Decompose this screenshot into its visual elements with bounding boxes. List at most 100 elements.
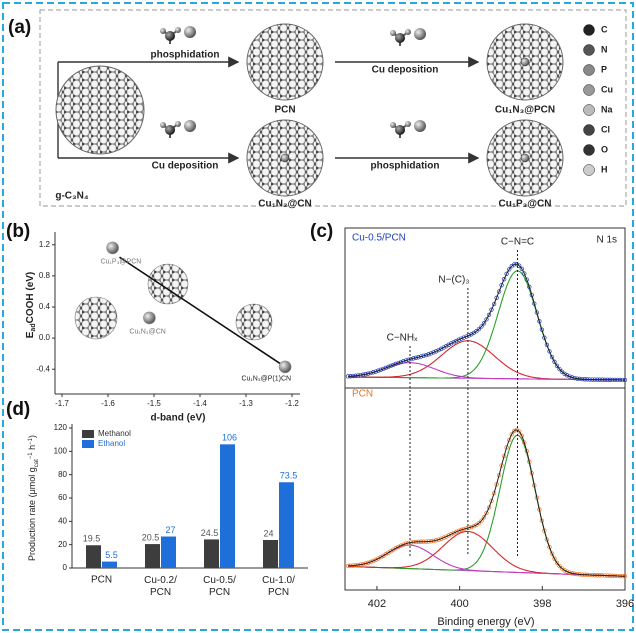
legend-label: O: [601, 144, 608, 154]
envelope: [347, 263, 625, 381]
component-label: C−N=C: [501, 237, 534, 248]
data-point: [469, 524, 474, 530]
structure-label: Cu₁N₃@PCN: [495, 105, 555, 116]
data-point: [378, 367, 383, 372]
data-point: [426, 352, 431, 357]
molecule-atom: [175, 27, 181, 33]
molecule-atom: [405, 29, 411, 35]
data-point: [522, 440, 527, 445]
x-tick-label-line: Cu-0.5/: [203, 575, 236, 586]
data-point: [456, 528, 461, 533]
data-point: [559, 369, 565, 374]
panel-label: (c): [310, 221, 333, 242]
x-tick-label-line: PCN: [268, 587, 289, 598]
data-point: [567, 570, 572, 575]
data-point: [494, 295, 499, 300]
data-point: [451, 530, 456, 536]
data-point: [449, 532, 454, 537]
y-axis-label-part: E: [25, 331, 36, 338]
fit-component: [347, 434, 625, 577]
x-axis-label: d-band (eV): [151, 413, 206, 424]
data-point: [481, 515, 487, 520]
legend-label: N: [601, 44, 608, 54]
arrow-label: Cu deposition: [152, 161, 219, 172]
bar: [145, 544, 160, 568]
envelope: [347, 429, 625, 577]
data-point: [486, 505, 492, 510]
data-point: [476, 520, 482, 526]
data-point: [549, 551, 555, 556]
data-point: [381, 366, 386, 372]
data-point: [441, 535, 446, 540]
y-tick-label: 0.4: [39, 302, 51, 311]
data-point: [454, 338, 459, 344]
bar: [102, 561, 117, 568]
data-point: [396, 360, 401, 366]
component-label: N−(C)₃: [438, 275, 469, 286]
legend-label: Methanol: [98, 429, 131, 438]
y-axis-label-part: h: [27, 445, 37, 453]
legend-atom: [583, 84, 595, 96]
y-tick-label: 0: [63, 563, 68, 572]
data-point: [393, 361, 398, 367]
structure-label: PCN: [274, 105, 295, 116]
data-point: [466, 333, 472, 338]
x-tick-label: -1.5: [147, 399, 161, 408]
molecule-atom: [390, 122, 396, 128]
fit-line: [119, 256, 284, 367]
data-point: [428, 351, 434, 356]
y-axis-label-part: −1: [28, 452, 34, 460]
bar: [86, 545, 101, 568]
x-tick-label-line: PCN: [150, 587, 171, 598]
x-tick-label: 396: [616, 598, 634, 610]
data-point: [512, 428, 517, 434]
point-label: Cu₁N₃@CN: [129, 329, 165, 336]
data-point: [365, 560, 371, 565]
pcn-structure: [246, 23, 324, 101]
point-label: Cu₁P₃@PCN: [101, 259, 142, 266]
value-label: 24: [263, 528, 273, 538]
y-tick-label: 20: [58, 540, 67, 549]
value-label: 24.5: [201, 528, 219, 538]
molecule-atom: [395, 125, 405, 135]
y-tick-label: 60: [58, 493, 67, 502]
value-label: 27: [165, 525, 175, 535]
xps-frame: [344, 227, 626, 591]
point-label: Cu₁N₃@P(1)CN: [241, 376, 291, 383]
data-point: [517, 263, 522, 268]
panel-name: Cu-0.5/PCN: [352, 233, 406, 244]
data-point: [519, 266, 524, 271]
data-point: [278, 360, 292, 374]
data-point: [564, 373, 570, 378]
legend-swatch: [82, 440, 94, 448]
g-c3n4-structure: [55, 65, 145, 155]
structure-icon: [74, 296, 118, 340]
data-point: [549, 354, 555, 360]
data-point: [567, 374, 572, 379]
y-tick-label: -0.4: [36, 364, 50, 373]
x-tick-label: Cu-0.2/PCN: [144, 575, 177, 598]
y-axis-label-part: −1: [28, 437, 34, 445]
data-point: [557, 563, 562, 569]
data-point: [439, 346, 444, 351]
molecule-atom: [165, 31, 175, 41]
data-point: [496, 289, 502, 294]
data-point: [547, 349, 552, 354]
legend-label: Ethanol: [98, 439, 125, 448]
data-point: [554, 363, 560, 368]
structure-label: g-C₃N₄: [55, 191, 89, 202]
legend-label: H: [601, 164, 608, 174]
y-axis-label-part: COOH (eV): [25, 272, 36, 324]
data-point: [396, 544, 401, 550]
data-point: [552, 359, 557, 364]
legend-label: Na: [601, 104, 613, 114]
value-label: 106: [222, 433, 237, 443]
y-tick-label: 0.8: [39, 271, 51, 280]
bar: [204, 539, 219, 568]
data-point: [446, 533, 451, 538]
molecule-atom: [184, 120, 196, 132]
data-point: [439, 536, 444, 541]
x-tick-label: Cu-0.5/PCN: [203, 575, 236, 598]
data-point: [544, 342, 550, 348]
y-axis-label: EadCOOH (eV): [25, 272, 38, 339]
